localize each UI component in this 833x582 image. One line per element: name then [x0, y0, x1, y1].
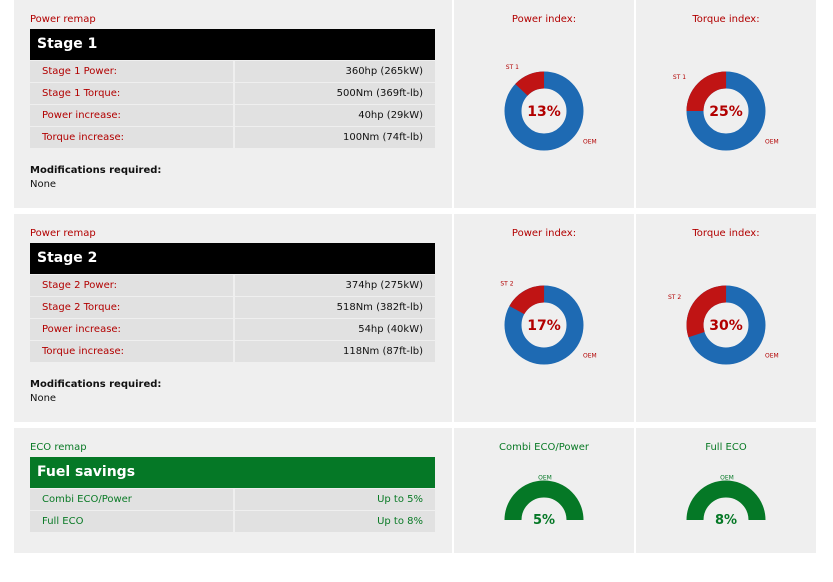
percent-label: 5%	[533, 513, 555, 528]
row-label: Torque increase:	[30, 341, 233, 362]
table-row: Torque increase: 100Nm (74ft-lb)	[30, 127, 435, 148]
table-row: Power increase: 54hp (40kW)	[30, 319, 435, 340]
row-label: Combi ECO/Power	[30, 489, 233, 510]
full-eco-panel: Full ECO 8% OEM	[636, 428, 816, 553]
row-value: Up to 5%	[235, 489, 435, 510]
row-label: Torque increase:	[30, 127, 233, 148]
row-value: 500Nm (369ft-lb)	[235, 83, 435, 104]
oem-label: OEM	[765, 139, 779, 146]
table-row: Stage 2 Power: 374hp (275kW)	[30, 275, 435, 296]
torque-index-donut: 25% ST 1 OEM	[673, 71, 779, 151]
chart-title: Power index:	[511, 228, 577, 239]
modifications-value: None	[30, 393, 57, 404]
stage2-torque-index-panel: Torque index: 30% ST 2 OEM	[636, 214, 816, 422]
chart-title: Full ECO	[705, 442, 747, 453]
oem-label: OEM	[765, 353, 779, 360]
oem-label: OEM	[538, 475, 552, 482]
section-label: Power remap	[30, 14, 96, 25]
power-index-donut: 17% ST 2 OEM	[500, 281, 597, 365]
full-eco-gauge: 8% OEM	[686, 475, 766, 528]
power-index-donut: 13% ST 1 OEM	[504, 64, 597, 151]
row-value: 360hp (265kW)	[235, 61, 435, 82]
table-row: Stage 1 Torque: 500Nm (369ft-lb)	[30, 83, 435, 104]
modifications-title: Modifications required:	[30, 379, 162, 390]
row-value: 100Nm (74ft-lb)	[235, 127, 435, 148]
stage-label: ST 2	[500, 281, 513, 288]
stage-title: Stage 1	[30, 29, 435, 60]
modifications-value: None	[30, 179, 57, 190]
oem-label: OEM	[720, 475, 734, 482]
table-row: Torque increase: 118Nm (87ft-lb)	[30, 341, 435, 362]
combi-eco-gauge: 5% OEM	[504, 475, 584, 528]
row-label: Stage 2 Power:	[30, 275, 233, 296]
row-value: 40hp (29kW)	[235, 105, 435, 126]
chart-title: Torque index:	[692, 14, 760, 25]
section-label: ECO remap	[30, 442, 87, 453]
oem-label: OEM	[583, 139, 597, 146]
row-label: Stage 1 Power:	[30, 61, 233, 82]
row-value: 518Nm (382ft-lb)	[235, 297, 435, 318]
chart-title: Power index:	[511, 14, 577, 25]
eco-gauge-arc	[686, 480, 766, 521]
percent-label: 13%	[527, 104, 561, 120]
stage-title: Fuel savings	[30, 457, 435, 488]
stage1-torque-index-panel: Torque index: 25% ST 1 OEM	[636, 0, 816, 208]
table-row: Stage 1 Power: 360hp (265kW)	[30, 61, 435, 82]
modifications-title: Modifications required:	[30, 165, 162, 176]
table-row: Stage 2 Torque: 518Nm (382ft-lb)	[30, 297, 435, 318]
row-label: Full ECO	[30, 511, 233, 532]
row-label: Power increase:	[30, 105, 233, 126]
percent-label: 17%	[527, 318, 561, 334]
row-value: 118Nm (87ft-lb)	[235, 341, 435, 362]
stage-label: ST 1	[673, 74, 686, 81]
eco-panel: ECO remap Fuel savings Combi ECO/Power U…	[14, 428, 452, 553]
chart-title: Combi ECO/Power	[499, 442, 589, 453]
row-value: 374hp (275kW)	[235, 275, 435, 296]
stage1-power-index-panel: Power index: 13% ST 1 OEM	[454, 0, 634, 208]
stage-title: Stage 2	[30, 243, 435, 274]
stage2-panel: Power remap Stage 2 Stage 2 Power: 374hp…	[14, 214, 452, 422]
section-label: Power remap	[30, 228, 96, 239]
row-label: Stage 1 Torque:	[30, 83, 233, 104]
eco-gauge-arc	[504, 480, 584, 521]
oem-label: OEM	[583, 353, 597, 360]
stage-segment	[504, 71, 584, 151]
combi-eco-panel: Combi ECO/Power 5% OEM	[454, 428, 634, 553]
percent-label: 8%	[715, 513, 737, 528]
percent-label: 25%	[709, 104, 743, 120]
stage-segment	[686, 71, 766, 151]
table-row: Power increase: 40hp (29kW)	[30, 105, 435, 126]
row-label: Stage 2 Torque:	[30, 297, 233, 318]
percent-label: 30%	[709, 318, 743, 334]
torque-index-donut: 30% ST 2 OEM	[668, 285, 779, 365]
table-row: Combi ECO/Power Up to 5%	[30, 489, 435, 510]
stage-label: ST 2	[668, 294, 681, 301]
row-value: 54hp (40kW)	[235, 319, 435, 340]
stage1-panel: Power remap Stage 1 Stage 1 Power: 360hp…	[14, 0, 452, 208]
stage-label: ST 1	[506, 64, 519, 71]
row-label: Power increase:	[30, 319, 233, 340]
chart-title: Torque index:	[692, 228, 760, 239]
stage2-power-index-panel: Power index: 17% ST 2 OEM	[454, 214, 634, 422]
row-value: Up to 8%	[235, 511, 435, 532]
table-row: Full ECO Up to 8%	[30, 511, 435, 532]
